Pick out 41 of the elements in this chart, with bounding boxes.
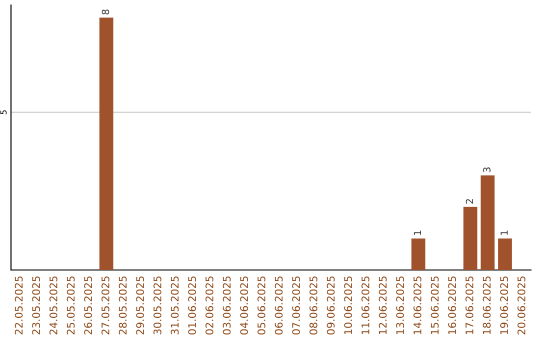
bar — [99, 18, 114, 270]
x-tick-label: 26.05.2025 — [84, 276, 92, 334]
x-tick-label: 05.06.2025 — [257, 276, 266, 335]
x-tick-label: 07.06.2025 — [292, 276, 300, 335]
x-tick-label: 02.06.2025 — [205, 276, 214, 335]
x-tick-label: 17.06.2025 — [465, 276, 474, 334]
x-tick-label: 25.05.2025 — [66, 276, 75, 334]
x-tick-label: 04.06.2025 — [240, 276, 248, 335]
x-tick-label: 10.06.2025 — [344, 276, 352, 334]
bar — [411, 238, 426, 270]
data-label: 8 — [102, 10, 110, 14]
data-label: 2 — [466, 199, 474, 204]
bar — [480, 175, 495, 270]
bar — [463, 206, 478, 270]
x-tick-label: 18.06.2025 — [482, 276, 491, 334]
x-tick-label: 11.06.2025 — [361, 276, 370, 334]
x-tick-label: 16.06.2025 — [448, 276, 456, 334]
x-tick-label: 15.06.2025 — [430, 276, 439, 334]
x-tick-label: 23.05.2025 — [32, 276, 40, 334]
x-tick-label: 28.05.2025 — [118, 276, 127, 334]
x-tick-label: 30.05.2025 — [153, 276, 162, 334]
x-tick-label: 27.05.2025 — [101, 276, 110, 334]
x-tick-label: 31.05.2025 — [170, 276, 179, 334]
x-tick-label: 03.06.2025 — [222, 276, 231, 335]
data-label: 1 — [414, 230, 422, 235]
x-tick-label: 01.06.2025 — [188, 276, 196, 335]
x-tick-label: 12.06.2025 — [378, 276, 387, 334]
x-tick-label: 09.06.2025 — [326, 276, 335, 335]
x-tick-label: 19.06.2025 — [500, 276, 508, 334]
data-label: 1 — [500, 230, 508, 235]
bar — [498, 238, 512, 270]
data-label: 3 — [483, 167, 490, 172]
x-tick-label: 20.06.2025 — [517, 276, 526, 334]
x-tick-label: 08.06.2025 — [309, 276, 318, 335]
x-tick-label: 06.06.2025 — [274, 276, 283, 335]
x-tick-label: 14.06.2025 — [413, 276, 422, 334]
x-tick-label: 22.05.2025 — [14, 276, 23, 334]
x-tick-label: 13.06.2025 — [396, 276, 404, 334]
x-tick-label: 24.05.2025 — [49, 276, 58, 334]
y-tick-label: 5 — [0, 110, 7, 114]
x-tick-label: 29.05.2025 — [136, 276, 144, 334]
